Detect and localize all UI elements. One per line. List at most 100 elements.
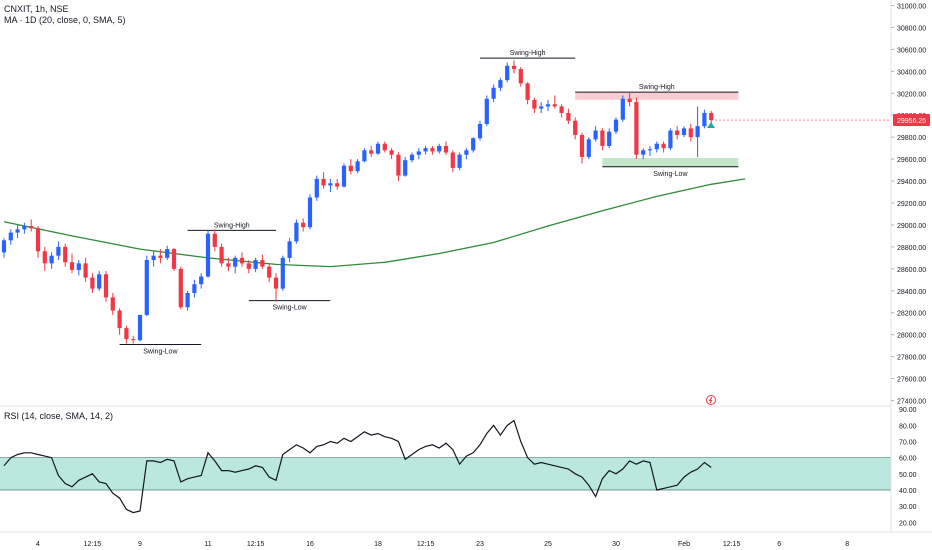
price-tick-label: 29400.00 (897, 179, 926, 186)
candle-body (443, 145, 449, 153)
candle-body (280, 257, 285, 289)
candle-body (552, 104, 557, 107)
rsi-line (3, 419, 712, 514)
candle-body (375, 143, 381, 154)
candle-body (681, 128, 687, 135)
candle-body (165, 249, 170, 258)
candle-body (586, 139, 591, 157)
candle-body (307, 197, 313, 228)
price-tick-label: 30400.00 (897, 69, 926, 76)
support-zone (602, 158, 739, 167)
price-tick-label: 30200.00 (897, 91, 926, 98)
price-tick-label: 27400.00 (897, 399, 926, 406)
candle-body (219, 246, 224, 264)
rsi-tick-label: 70.00 (899, 440, 917, 447)
candle-body (131, 339, 136, 341)
candle-body (178, 268, 183, 308)
candle-body (634, 102, 639, 155)
rsi-pane (0, 419, 891, 514)
price-tick-label: 27800.00 (897, 355, 926, 362)
candle-body (212, 233, 217, 247)
candle-body (505, 65, 510, 81)
candle-body (437, 145, 442, 152)
last-price-badge (893, 114, 930, 127)
candle-body (15, 229, 20, 233)
swing-label: Swing-Low (143, 349, 178, 356)
candle-body (532, 99, 537, 109)
candle-body (450, 152, 455, 168)
rsi-tick-label: 20.00 (899, 520, 917, 527)
swing-label: Swing-Low (653, 171, 688, 178)
candle-body (457, 154, 462, 168)
candle-body (518, 69, 523, 84)
candle-body (607, 131, 612, 146)
time-tick-label: 11 (204, 541, 211, 548)
candle-body (355, 161, 360, 172)
candle-body (579, 134, 585, 157)
candle-body (403, 160, 408, 176)
candle-body (335, 183, 340, 187)
rsi-tick-label: 80.00 (899, 423, 917, 430)
price-candles (1, 60, 715, 344)
candle-body (192, 284, 197, 293)
candle-body (314, 178, 319, 198)
candle-body (389, 150, 394, 155)
candle-body (525, 83, 530, 100)
candle-body (253, 260, 258, 269)
swing-annotations: Swing-High Swing-Low Swing-High Swing-Low Sw… (119, 50, 739, 356)
candle-body (627, 98, 632, 103)
alert-icon (706, 395, 716, 405)
swing-label: Swing-High (639, 84, 675, 91)
candle-body (675, 130, 680, 135)
candle-body (124, 328, 129, 340)
candle-body (498, 80, 503, 88)
candle-body (199, 276, 204, 285)
rsi-tick-label: 40.00 (899, 488, 917, 495)
rsi-tick-label: 30.00 (899, 504, 917, 511)
price-tick-label: 29000.00 (897, 223, 926, 230)
price-tick-label: 30800.00 (897, 25, 926, 32)
candle-body (63, 246, 68, 263)
candle-body (688, 128, 693, 138)
time-tick-label: 12:15 (723, 541, 741, 548)
candle-body (185, 292, 190, 308)
candle-body (171, 249, 177, 269)
time-tick-label: 6 (777, 541, 781, 548)
candle-body (695, 126, 700, 138)
candle-body (593, 130, 598, 140)
candle-body (110, 297, 115, 311)
candle-body (49, 255, 54, 264)
candle-body (260, 260, 265, 267)
price-tick-label: 28400.00 (897, 289, 926, 296)
candle-body (668, 130, 673, 149)
price-tick-label: 29600.00 (897, 157, 926, 164)
candle-body (267, 266, 272, 278)
ma-line (3, 178, 746, 268)
candle-body (69, 262, 75, 270)
moving-average-line (3, 178, 746, 268)
candle-body (56, 246, 61, 256)
candle-body (613, 119, 619, 132)
symbol-info: CNXIT, 1h, NSE (4, 4, 69, 14)
time-tick-label: 12:15 (417, 541, 435, 548)
swing-label: Swing-High (510, 50, 546, 57)
candle-body (573, 120, 578, 135)
candle-body (287, 241, 292, 258)
candle-body (328, 183, 333, 186)
rsi-band (0, 457, 891, 490)
candle-body (409, 154, 415, 161)
candle-body (90, 277, 95, 289)
candle-body (702, 113, 707, 127)
candle-body (42, 251, 47, 264)
candle-body (103, 274, 109, 298)
candle-body (464, 150, 469, 155)
candle-body (545, 104, 551, 107)
candle-body (484, 98, 489, 124)
price-tick-label: 28000.00 (897, 333, 926, 340)
candle-body (559, 106, 564, 114)
candle-body (423, 148, 428, 152)
price-tick-label: 31000.00 (897, 3, 926, 10)
candle-body (1, 240, 7, 253)
candle-body (158, 255, 163, 258)
